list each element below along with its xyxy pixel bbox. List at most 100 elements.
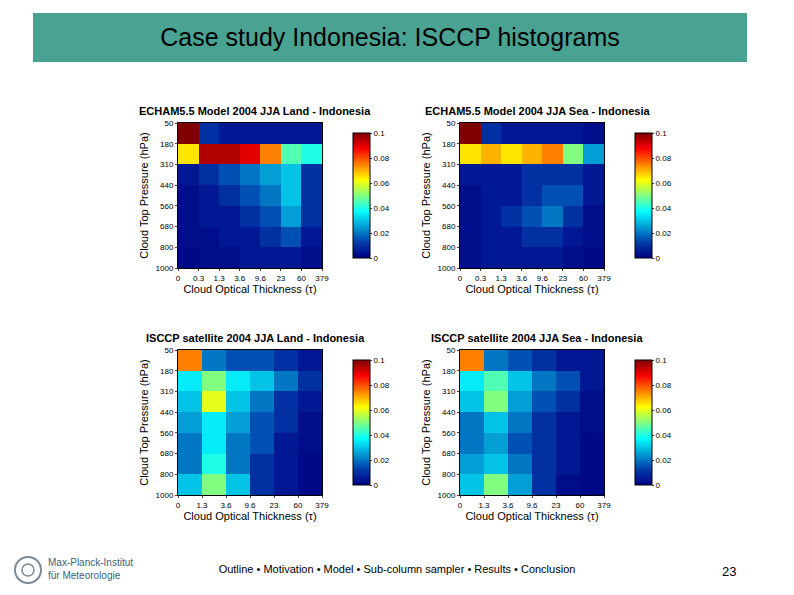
svg-text:ISCCP satellite 2004 JJA Land: ISCCP satellite 2004 JJA Land - Indonesi…: [146, 332, 365, 344]
svg-text:9.6: 9.6: [255, 274, 267, 283]
svg-text:310: 310: [160, 160, 174, 169]
svg-text:0.1: 0.1: [374, 356, 386, 365]
svg-text:0.04: 0.04: [656, 431, 672, 440]
svg-text:800: 800: [442, 243, 456, 252]
svg-text:180: 180: [442, 367, 456, 376]
svg-text:680: 680: [160, 449, 174, 458]
svg-text:680: 680: [442, 222, 456, 231]
svg-text:0.02: 0.02: [374, 229, 390, 238]
svg-text:0.1: 0.1: [656, 356, 668, 365]
svg-text:0: 0: [374, 254, 379, 263]
svg-text:23: 23: [552, 501, 561, 510]
svg-text:379: 379: [315, 274, 329, 283]
svg-text:0.1: 0.1: [656, 129, 668, 138]
svg-text:560: 560: [442, 202, 456, 211]
svg-text:23: 23: [270, 501, 279, 510]
svg-text:440: 440: [442, 408, 456, 417]
svg-text:ECHAM5.5 Model 2004 JJA Land -: ECHAM5.5 Model 2004 JJA Land - Indonesia: [139, 105, 371, 117]
svg-text:0.04: 0.04: [374, 204, 390, 213]
svg-text:440: 440: [160, 181, 174, 190]
svg-text:0.02: 0.02: [374, 456, 390, 465]
svg-text:379: 379: [597, 501, 611, 510]
svg-text:1.3: 1.3: [214, 274, 226, 283]
svg-text:180: 180: [442, 140, 456, 149]
svg-text:0.02: 0.02: [656, 229, 672, 238]
svg-text:800: 800: [160, 470, 174, 479]
svg-text:0.06: 0.06: [374, 406, 390, 415]
svg-text:3.6: 3.6: [502, 501, 514, 510]
html-text:23: 23: [722, 564, 737, 579]
svg-text:9.6: 9.6: [244, 501, 256, 510]
svg-text:60: 60: [294, 501, 303, 510]
svg-text:Cloud Optical Thickness (τ): Cloud Optical Thickness (τ): [183, 510, 316, 522]
svg-text:180: 180: [160, 367, 174, 376]
svg-text:0: 0: [656, 481, 661, 490]
svg-text:440: 440: [160, 408, 174, 417]
svg-text:1000: 1000: [438, 264, 456, 273]
svg-text:0: 0: [458, 501, 463, 510]
svg-text:180: 180: [160, 140, 174, 149]
svg-text:ECHAM5.5 Model 2004 JJA Sea -: ECHAM5.5 Model 2004 JJA Sea - Indonesia: [425, 105, 650, 117]
svg-text:0.02: 0.02: [656, 456, 672, 465]
svg-text:1000: 1000: [156, 264, 174, 273]
svg-text:50: 50: [164, 346, 173, 355]
svg-text:Cloud Top Pressure (hPa): Cloud Top Pressure (hPa): [420, 132, 432, 258]
svg-text:560: 560: [160, 429, 174, 438]
svg-text:0.08: 0.08: [656, 381, 672, 390]
svg-text:Cloud Optical Thickness (τ): Cloud Optical Thickness (τ): [465, 283, 598, 295]
svg-text:0.1: 0.1: [374, 129, 386, 138]
svg-text:560: 560: [160, 202, 174, 211]
svg-text:1000: 1000: [438, 491, 456, 500]
svg-text:Cloud Optical Thickness (τ): Cloud Optical Thickness (τ): [465, 510, 598, 522]
svg-text:0.08: 0.08: [656, 154, 672, 163]
svg-text:0: 0: [176, 501, 181, 510]
svg-text:310: 310: [442, 160, 456, 169]
svg-text:3.6: 3.6: [220, 501, 232, 510]
svg-text:60: 60: [579, 274, 588, 283]
svg-text:1000: 1000: [156, 491, 174, 500]
svg-text:9.6: 9.6: [526, 501, 538, 510]
svg-text:1.3: 1.3: [196, 501, 208, 510]
svg-text:1.3: 1.3: [478, 501, 490, 510]
svg-text:23: 23: [276, 274, 285, 283]
svg-text:379: 379: [597, 274, 611, 283]
svg-text:800: 800: [160, 243, 174, 252]
svg-text:0.04: 0.04: [656, 204, 672, 213]
svg-text:0.06: 0.06: [656, 406, 672, 415]
svg-text:50: 50: [446, 119, 455, 128]
svg-text:1.3: 1.3: [496, 274, 508, 283]
svg-text:50: 50: [164, 119, 173, 128]
svg-text:0.3: 0.3: [193, 274, 205, 283]
svg-text:3.6: 3.6: [516, 274, 528, 283]
svg-text:680: 680: [160, 222, 174, 231]
svg-text:0.08: 0.08: [374, 381, 390, 390]
svg-text:60: 60: [297, 274, 306, 283]
svg-text:9.6: 9.6: [537, 274, 549, 283]
svg-text:0.3: 0.3: [475, 274, 487, 283]
svg-text:0: 0: [176, 274, 181, 283]
svg-text:680: 680: [442, 449, 456, 458]
svg-text:Cloud Top Pressure (hPa): Cloud Top Pressure (hPa): [138, 359, 150, 485]
svg-text:0: 0: [458, 274, 463, 283]
svg-text:0.06: 0.06: [374, 179, 390, 188]
svg-text:3.6: 3.6: [234, 274, 246, 283]
svg-text:800: 800: [442, 470, 456, 479]
svg-text:60: 60: [576, 501, 585, 510]
svg-text:Cloud Top Pressure (hPa): Cloud Top Pressure (hPa): [420, 359, 432, 485]
svg-text:440: 440: [442, 181, 456, 190]
svg-text:ISCCP satellite 2004 JJA Sea -: ISCCP satellite 2004 JJA Sea - Indonesia: [431, 332, 643, 344]
svg-text:Cloud Top Pressure (hPa): Cloud Top Pressure (hPa): [138, 132, 150, 258]
html-text:Case study Indonesia: ISCCP hi: Case study Indonesia: ISCCP histograms: [160, 23, 620, 51]
svg-text:0.04: 0.04: [374, 431, 390, 440]
svg-text:379: 379: [315, 501, 329, 510]
svg-text:50: 50: [446, 346, 455, 355]
svg-text:0.06: 0.06: [656, 179, 672, 188]
svg-text:310: 310: [442, 387, 456, 396]
svg-text:0: 0: [374, 481, 379, 490]
svg-text:310: 310: [160, 387, 174, 396]
svg-text:0.08: 0.08: [374, 154, 390, 163]
svg-text:0: 0: [656, 254, 661, 263]
svg-text:Cloud Optical Thickness (τ): Cloud Optical Thickness (τ): [183, 283, 316, 295]
svg-text:23: 23: [558, 274, 567, 283]
svg-text:560: 560: [442, 429, 456, 438]
